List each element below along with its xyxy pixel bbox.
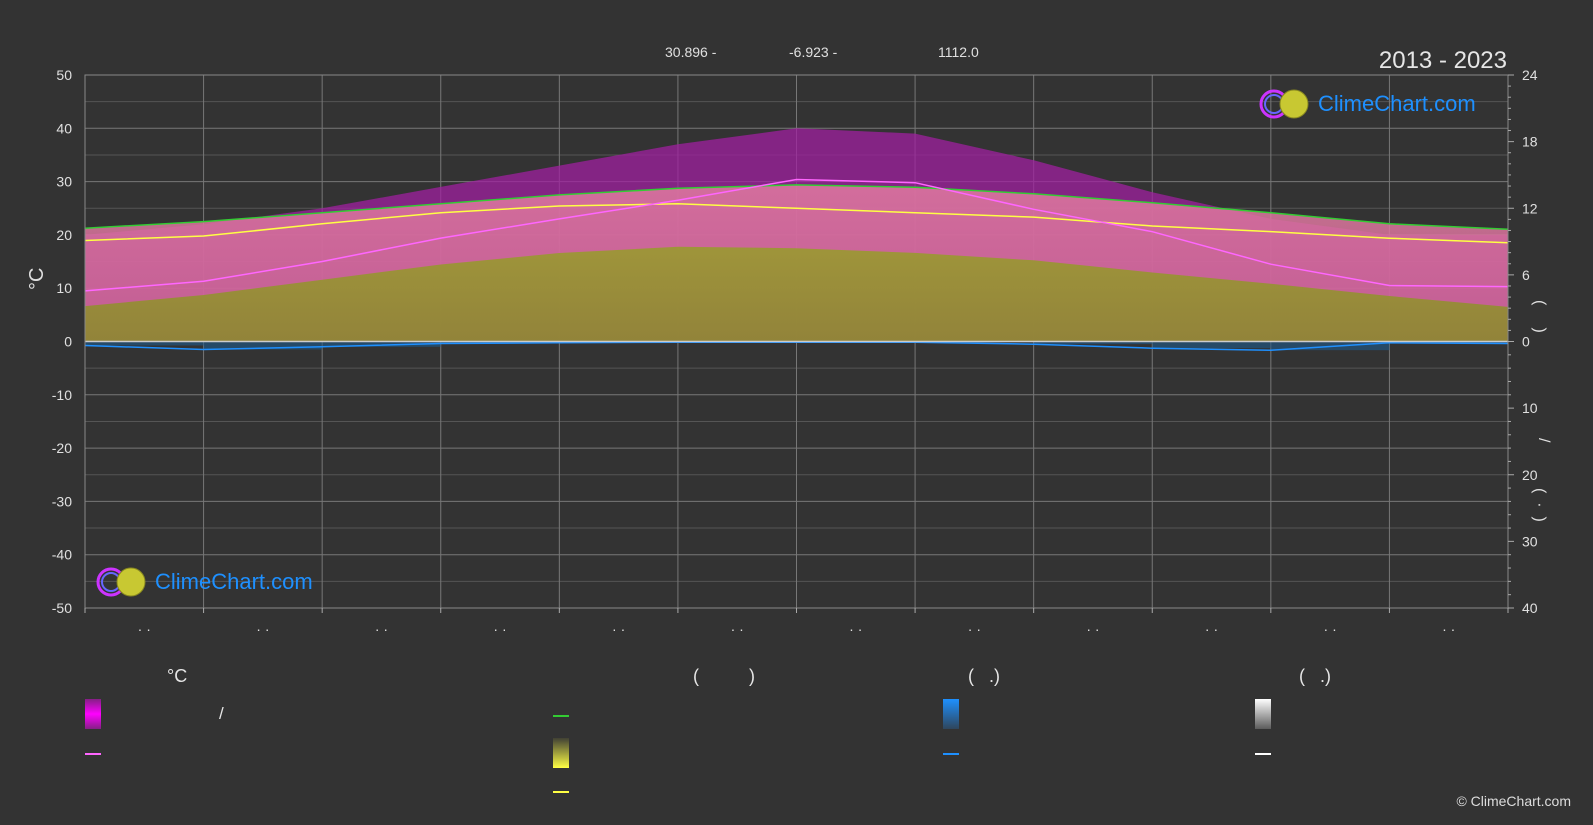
rain-bar <box>203 341 323 350</box>
month-label: · · <box>375 621 388 637</box>
month-label: · · <box>612 621 625 637</box>
left-tick-label: 40 <box>56 120 72 136</box>
month-label: · · <box>138 621 151 637</box>
legend-snow-header: ( .) <box>1299 666 1331 686</box>
month-label: · · <box>1442 621 1455 637</box>
left-tick-label: 10 <box>56 280 72 296</box>
legend-temp-slash: / <box>219 704 224 723</box>
left-tick-label: -10 <box>52 387 72 403</box>
month-label: · · <box>1086 621 1099 637</box>
left-axis-unit: °C <box>26 267 48 290</box>
brand-logo-top[interactable]: ClimeChart.com <box>1258 88 1476 120</box>
sunshine-band <box>85 246 1508 342</box>
legend-temp-header: °C <box>167 666 188 686</box>
brand-logo-bottom[interactable]: ClimeChart.com <box>95 566 313 598</box>
legend-snow-swatch <box>1255 699 1271 729</box>
month-label: · · <box>849 621 862 637</box>
rain-bar <box>1033 341 1153 345</box>
left-tick-label: 50 <box>56 67 72 83</box>
right-top-tick-label: 6 <box>1522 267 1530 283</box>
left-tick-label: 20 <box>56 227 72 243</box>
left-tick-label: -30 <box>52 493 72 509</box>
daylight-line <box>84 184 1509 231</box>
right-top-tick-label: 24 <box>1522 67 1538 83</box>
left-tick-label: -40 <box>52 547 72 563</box>
left-tick-label: -20 <box>52 440 72 456</box>
right-bottom-tick-label: 20 <box>1522 467 1538 483</box>
brand-icon <box>96 567 146 597</box>
legend-rain-line <box>943 753 959 755</box>
month-label: · · <box>731 621 744 637</box>
legend-rain-swatch <box>943 699 959 729</box>
right-axis-top-label: ( ) <box>1531 300 1548 333</box>
right-axis-slash: / <box>1535 438 1552 443</box>
legend-sunshine-swatch <box>553 738 569 768</box>
legend-sunshine-line <box>553 791 569 793</box>
right-top-tick-label: 0 <box>1522 334 1530 350</box>
left-tick-label: 0 <box>64 334 72 350</box>
month-label: · · <box>1205 621 1218 637</box>
right-bottom-tick-label: 10 <box>1522 400 1538 416</box>
left-tick-label: -50 <box>52 600 72 616</box>
right-bottom-tick-label: 30 <box>1522 533 1538 549</box>
left-tick-label: 30 <box>56 174 72 190</box>
brand-text: ClimeChart.com <box>155 569 313 594</box>
rain-bar <box>322 341 441 347</box>
legend-temp-range-swatch <box>85 699 101 729</box>
right-axis-bottom-label: ( · ) <box>1531 488 1548 522</box>
right-top-tick-label: 18 <box>1522 134 1538 150</box>
legend-avg-temp-line <box>85 753 101 755</box>
right-top-tick-label: 12 <box>1522 200 1538 216</box>
rain-bar <box>1152 341 1271 349</box>
legend-daylight-line <box>553 715 569 717</box>
legend-sun-header: ( ) <box>693 666 755 686</box>
copyright[interactable]: © ClimeChart.com <box>1456 793 1571 809</box>
legend-rain-header: ( .) <box>968 666 1000 686</box>
month-label: · · <box>256 621 269 637</box>
month-label: · · <box>968 621 981 637</box>
brand-icon <box>1259 89 1309 119</box>
month-label: · · <box>1324 621 1337 637</box>
month-label: · · <box>493 621 506 637</box>
brand-text: ClimeChart.com <box>1318 91 1476 116</box>
legend-snow-line <box>1255 753 1271 755</box>
right-bottom-tick-label: 40 <box>1522 600 1538 616</box>
sunshine-line <box>84 203 1509 244</box>
rain-bar <box>85 341 204 346</box>
avg-temp-line <box>84 178 1509 292</box>
